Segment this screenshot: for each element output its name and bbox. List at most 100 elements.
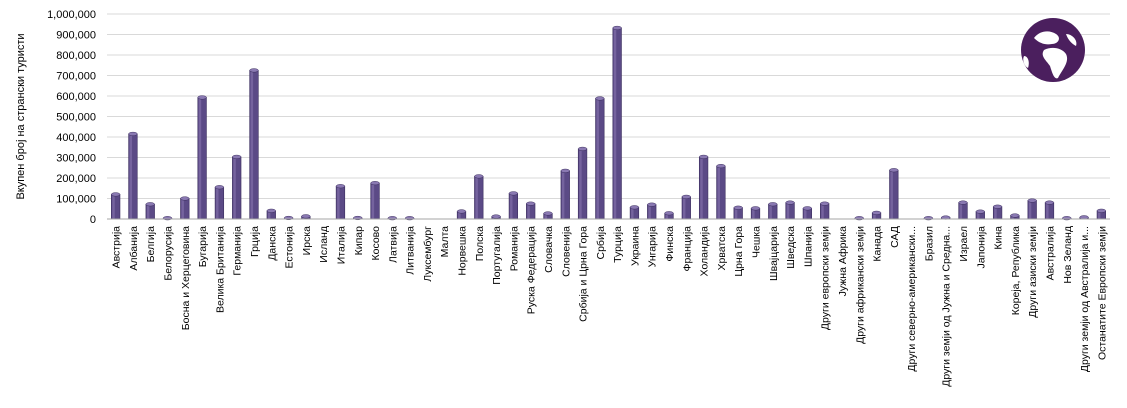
bar <box>456 209 467 220</box>
category-label: Австралија <box>1044 226 1056 281</box>
y-tick-label: 1,000,000 <box>47 9 96 21</box>
bar <box>871 210 882 220</box>
category-label: Романија <box>508 226 520 271</box>
y-tick-label: 200,000 <box>56 173 96 185</box>
globe-africa-icon <box>1021 18 1085 82</box>
category-label: Франција <box>681 226 693 272</box>
category-label: Естонија <box>284 226 296 269</box>
bar <box>958 200 968 220</box>
category-label: Белгија <box>145 226 157 263</box>
y-tick-label: 300,000 <box>56 153 96 165</box>
bar <box>975 209 985 220</box>
category-label: Словенија <box>560 226 572 277</box>
bar <box>698 154 709 220</box>
bar <box>232 154 242 220</box>
category-label: Босна и Херцеговина <box>180 226 192 330</box>
y-tick-labels: 0 100,000 200,000 300,000 400,000 500,000 600,… <box>47 9 96 226</box>
bar <box>491 214 501 220</box>
category-label: Полска <box>474 226 486 261</box>
bar <box>629 205 640 220</box>
category-label: Австрија <box>111 226 123 269</box>
category-label: Косово <box>370 226 382 261</box>
bar <box>301 214 311 220</box>
bar <box>716 164 726 220</box>
category-label: Велика Британија <box>214 226 226 313</box>
category-label: Данска <box>266 226 278 261</box>
bar <box>768 202 778 220</box>
bar <box>612 25 622 220</box>
category-label: Кипар <box>353 226 365 256</box>
category-label: Норвешка <box>457 226 469 276</box>
bar <box>785 200 795 220</box>
y-tick-label: 0 <box>90 214 96 226</box>
category-label: Руска Федерација <box>526 226 538 314</box>
bar <box>595 96 605 220</box>
category-label: Португалија <box>491 226 503 285</box>
bar <box>681 194 691 220</box>
bar <box>335 184 346 220</box>
bar <box>802 206 812 220</box>
category-label: Украина <box>629 226 641 266</box>
category-label: Унгарија <box>647 226 659 267</box>
bar <box>508 191 519 220</box>
bar <box>750 206 761 220</box>
bar <box>145 202 155 220</box>
category-labels: Австрија Албанија Белгија Белорусија Босна и… <box>111 226 1109 387</box>
y-tick-label: 900,000 <box>56 30 96 42</box>
category-label: Белорусија <box>163 226 175 281</box>
y-tick-label: 100,000 <box>56 194 96 206</box>
category-label: Швајцарија <box>768 226 780 281</box>
bar <box>560 168 570 220</box>
category-label: Нов Зеланд <box>1062 226 1074 284</box>
bar <box>1044 200 1055 220</box>
category-label: Италија <box>335 226 347 264</box>
y-tick-label: 500,000 <box>56 112 96 124</box>
category-label: Литванија <box>405 226 417 275</box>
category-label: Германија <box>232 226 244 276</box>
bar <box>733 205 743 220</box>
category-label: Бугарија <box>197 226 209 267</box>
bar <box>543 211 553 220</box>
gridlines <box>107 13 1110 220</box>
category-label: Кина <box>993 226 1005 250</box>
category-label: Други африкански земји <box>854 226 866 344</box>
category-label: Останатите Европски земји <box>1096 226 1108 360</box>
bar <box>992 204 1003 220</box>
bar <box>577 146 588 220</box>
y-axis-title: Вкупен број на странски туристи <box>15 33 27 199</box>
category-label: Шпанија <box>802 226 814 267</box>
bar <box>1027 198 1037 220</box>
bars <box>111 25 1106 221</box>
y-tick-label: 700,000 <box>56 71 96 83</box>
category-label: Кореја, Република <box>1010 226 1022 315</box>
category-label: Латвија <box>387 226 399 263</box>
y-tick-label: 800,000 <box>56 50 96 62</box>
category-label: Црна Гора <box>733 226 745 277</box>
category-label: Други европски земји <box>820 226 832 330</box>
category-label: Словачка <box>543 226 555 273</box>
category-label: САД <box>889 226 901 248</box>
bar <box>1010 213 1020 220</box>
bar <box>474 174 484 220</box>
category-label: Албанија <box>128 226 140 271</box>
category-label: Јапонија <box>975 226 987 269</box>
bar <box>180 196 190 220</box>
category-label: Шведска <box>785 226 797 269</box>
category-label: Малта <box>439 226 451 258</box>
category-label: Ирска <box>301 226 313 255</box>
category-label: Јужна Африка <box>837 226 849 296</box>
category-label: Израел <box>958 226 970 262</box>
bar <box>370 181 380 220</box>
category-label: Други северно-американски... <box>906 226 918 372</box>
category-label: Други земји од Јужна и Средна... <box>941 226 953 387</box>
bar <box>214 185 225 220</box>
category-label: Бразил <box>923 226 935 261</box>
category-label: Луксембург <box>422 226 434 282</box>
category-label: Грција <box>249 226 261 257</box>
category-label: Турција <box>612 226 624 263</box>
category-label: Други азиски земји <box>1027 226 1039 318</box>
y-tick-label: 600,000 <box>56 91 96 103</box>
bar <box>647 202 657 220</box>
